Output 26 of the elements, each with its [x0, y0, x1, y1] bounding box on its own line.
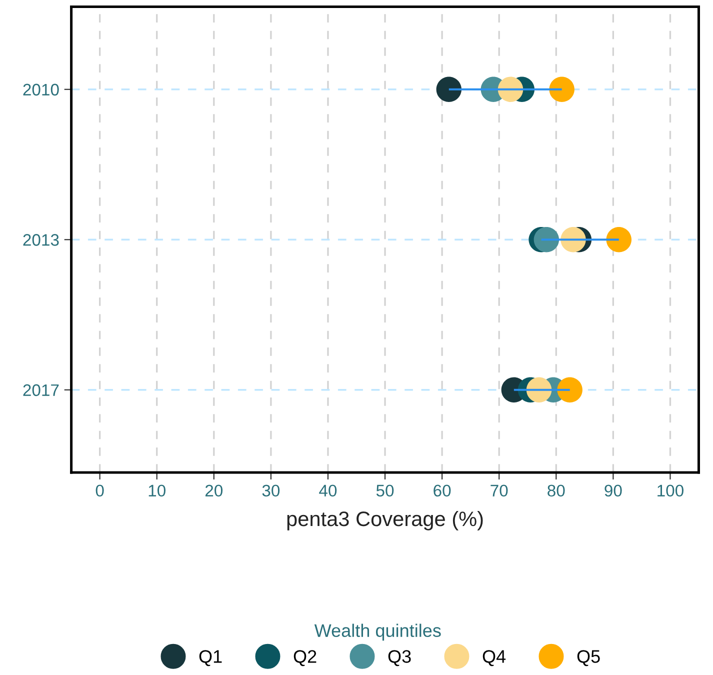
- x-tick-label: 80: [548, 484, 565, 497]
- x-tick-label: 30: [262, 484, 280, 497]
- legend-label: Q5: [577, 650, 600, 666]
- x-tick-label: 90: [604, 484, 622, 497]
- point: [436, 76, 462, 102]
- legend-label: Q3: [388, 650, 411, 666]
- x-axis-title: penta3 Coverage (%): [287, 510, 483, 530]
- x-tick-label: 20: [205, 484, 223, 497]
- y-tick-label: 2013: [23, 234, 59, 246]
- point: [534, 227, 560, 252]
- legend-label: Q1: [199, 650, 222, 666]
- x-tick-label: 60: [434, 484, 451, 497]
- x-tick-label: 50: [376, 484, 394, 497]
- y-tick-label: 2010: [23, 84, 59, 96]
- x-tick-label: 40: [319, 484, 337, 497]
- x-tick-label: 0: [96, 484, 104, 497]
- legend-title: Wealth quintiles: [314, 624, 441, 641]
- x-tick-label: 100: [658, 484, 684, 497]
- point: [549, 76, 574, 102]
- x-tick-label: 10: [148, 484, 166, 497]
- point: [606, 227, 632, 252]
- x-tick-label: 70: [490, 484, 508, 497]
- legend-label: Q2: [294, 650, 316, 666]
- legend-label: Q4: [482, 650, 506, 666]
- y-tick-label: 2017: [23, 384, 59, 396]
- point: [557, 377, 582, 402]
